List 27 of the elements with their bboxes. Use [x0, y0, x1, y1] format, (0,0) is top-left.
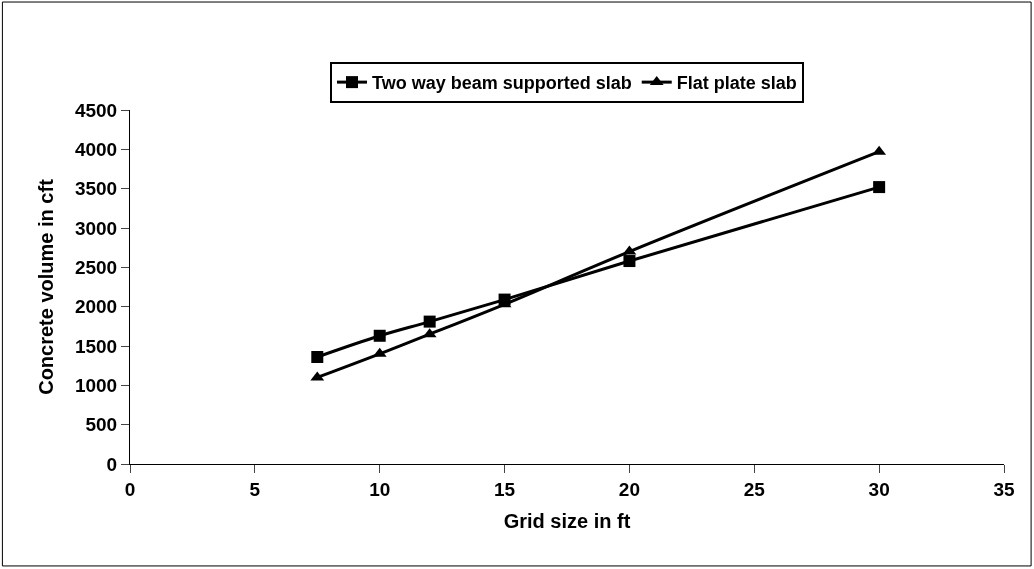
y-tick-label: 0	[106, 453, 118, 475]
x-tick-label: 35	[993, 478, 1015, 500]
y-tick-label: 2000	[74, 296, 118, 318]
x-tick-label: 20	[618, 478, 640, 500]
y-tick-label: 3500	[74, 178, 118, 200]
y-tick-label: 3000	[74, 217, 118, 239]
x-tick-label: 15	[494, 478, 516, 500]
x-tick-label: 25	[743, 478, 766, 500]
point	[373, 329, 386, 342]
y-axis-title: Concrete volume in cft	[35, 178, 58, 395]
y-tick-label: 1500	[74, 335, 118, 357]
legend-label: Two way beam supported slab	[372, 73, 632, 94]
legend-label: Flat plate slab	[676, 73, 797, 94]
y-tick-label: 2500	[74, 256, 118, 278]
x-tick-label: 30	[868, 478, 890, 500]
point	[311, 351, 324, 364]
x-tick-label: 10	[369, 478, 391, 500]
x-tick-label: 0	[124, 478, 136, 500]
x-tick-label: 5	[249, 478, 261, 500]
y-tick-label: 4000	[74, 138, 118, 160]
x-axis-title: Grid size in ft	[503, 510, 631, 533]
point	[873, 181, 886, 194]
point	[423, 315, 436, 328]
y-tick-label: 1000	[74, 374, 118, 396]
y-tick-label: 500	[85, 414, 118, 436]
point	[623, 255, 636, 268]
y-tick-label: 4500	[74, 99, 118, 121]
